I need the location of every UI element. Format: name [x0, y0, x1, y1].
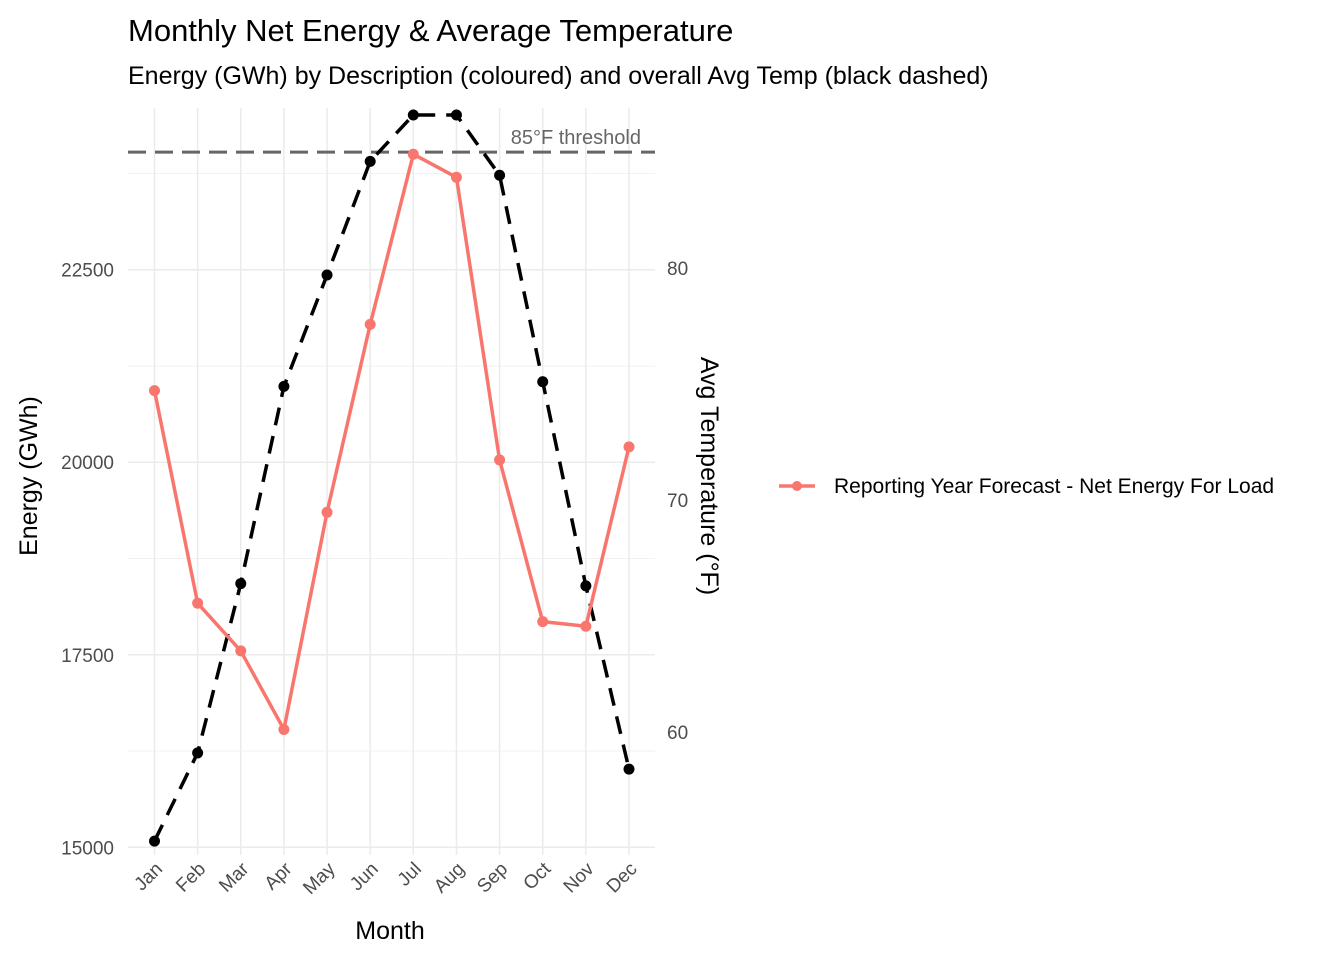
y-tick-label: 15000	[61, 838, 114, 859]
x-tick-label: Mar	[215, 858, 253, 896]
series-group	[149, 109, 635, 847]
y2-tick-label: 80	[667, 259, 688, 280]
energy-point	[192, 597, 204, 609]
temperature-point	[450, 109, 462, 121]
x-tick-label: Jan	[131, 859, 168, 896]
temperature-point	[494, 169, 506, 181]
reference-line-group: 85°F threshold	[128, 127, 655, 154]
y-tick-label: 22500	[61, 261, 114, 282]
y-tick-label: 17500	[61, 646, 114, 667]
x-tick-label: Aug	[430, 859, 469, 898]
energy-point	[407, 148, 419, 160]
y-axis-ticks: 15000 17500 20000 22500	[61, 261, 114, 860]
x-tick-label: Feb	[172, 859, 210, 897]
energy-point	[580, 620, 592, 632]
legend: Reporting Year Forecast - Net Energy For…	[779, 475, 1274, 498]
chart-subtitle: Energy (GWh) by Description (coloured) a…	[128, 62, 989, 90]
x-tick-label: May	[299, 858, 340, 899]
y-axis-title: Energy (GWh)	[15, 396, 43, 556]
energy-point	[537, 616, 549, 628]
temperature-point	[192, 747, 204, 759]
temperature-point	[321, 269, 333, 281]
legend-label: Reporting Year Forecast - Net Energy For…	[834, 475, 1274, 498]
chart-title: Monthly Net Energy & Average Temperature	[128, 13, 733, 48]
temperature-point	[364, 155, 376, 167]
x-axis-title: Month	[355, 917, 424, 945]
temperature-point	[278, 380, 290, 392]
energy-point	[278, 723, 290, 735]
energy-point	[364, 318, 376, 330]
temperature-point	[623, 763, 635, 775]
energy-line	[152, 152, 631, 732]
energy-point	[149, 385, 160, 397]
temperature-point	[537, 376, 549, 388]
y-tick-label: 20000	[61, 453, 114, 474]
plot-grid	[128, 108, 655, 855]
x-tick-label: Jun	[346, 859, 383, 896]
temperature-point	[580, 580, 592, 592]
x-tick-label: Apr	[261, 858, 297, 894]
x-tick-label: Sep	[473, 859, 512, 898]
temperature-line	[152, 113, 631, 842]
energy-point	[494, 454, 506, 466]
energy-point	[450, 171, 462, 183]
x-axis-ticks: Jan Feb Mar Apr May Jun Jul Aug Sep Oct Nov Dec	[131, 858, 642, 899]
x-tick-label: Oct	[520, 858, 556, 894]
energy-point	[321, 506, 333, 518]
energy-point	[623, 441, 635, 453]
temperature-point	[407, 109, 419, 121]
x-tick-label: Jul	[394, 859, 426, 891]
x-tick-label: Dec	[603, 859, 642, 898]
y2-axis-title: Avg Temperature (°F)	[695, 357, 723, 595]
legend-key-point	[792, 481, 802, 491]
temperature-point	[149, 835, 160, 847]
x-tick-label: Nov	[560, 858, 599, 897]
y2-tick-label: 70	[667, 491, 688, 512]
y2-tick-label: 60	[667, 723, 688, 744]
threshold-label: 85°F threshold	[511, 127, 641, 149]
temperature-point	[235, 578, 247, 590]
energy-point	[235, 645, 247, 657]
y2-axis-ticks: 60 70 80	[667, 259, 688, 744]
